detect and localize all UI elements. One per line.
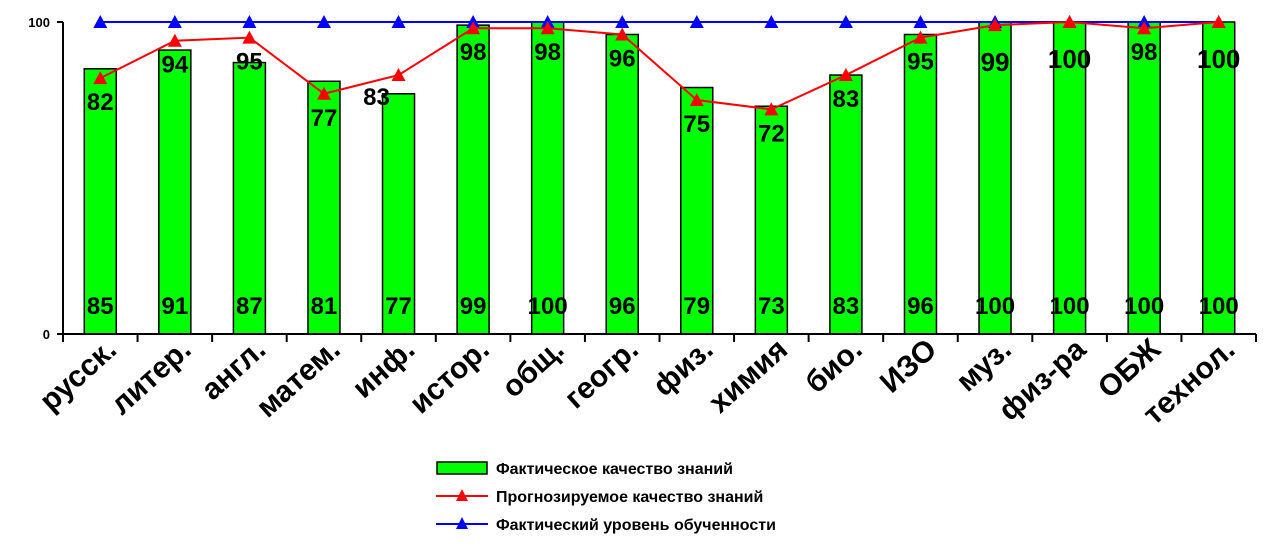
category-label: матем. bbox=[250, 333, 346, 424]
category-label: литер. bbox=[104, 333, 197, 421]
forecast-marker bbox=[540, 21, 555, 35]
bar bbox=[307, 80, 341, 335]
bars-layer bbox=[83, 21, 1236, 335]
level-marker bbox=[391, 15, 406, 28]
forecast-value-label: 83 bbox=[833, 86, 860, 113]
forecast-value-label: 83 bbox=[363, 84, 390, 111]
forecast-value-label: 98 bbox=[1131, 39, 1158, 66]
forecast-value-label: 100 bbox=[1197, 44, 1240, 74]
forecast-marker bbox=[1211, 15, 1226, 28]
bar-value-label: 73 bbox=[758, 293, 785, 320]
bar-value-label: 81 bbox=[311, 293, 338, 320]
forecast-marker bbox=[689, 93, 704, 106]
bar bbox=[1201, 21, 1236, 335]
y-tick-label-bottom: 0 bbox=[43, 327, 50, 342]
level-marker bbox=[913, 15, 928, 28]
forecast-marker bbox=[93, 71, 108, 85]
forecast-marker bbox=[1062, 15, 1077, 28]
bar-value-label: 77 bbox=[385, 293, 412, 320]
bar bbox=[83, 68, 118, 335]
bar bbox=[754, 105, 789, 335]
legend-swatch-bar bbox=[436, 461, 488, 475]
level-marker bbox=[242, 15, 257, 28]
bar bbox=[456, 24, 490, 335]
category-label: русск. bbox=[34, 333, 123, 418]
level-marker bbox=[764, 15, 779, 28]
forecast-marker bbox=[615, 27, 630, 41]
forecast-marker bbox=[466, 21, 481, 35]
bar bbox=[605, 33, 639, 335]
bar-value-label: 96 bbox=[609, 293, 636, 320]
bar bbox=[158, 49, 192, 335]
bar bbox=[1127, 21, 1161, 335]
forecast-value-label: 77 bbox=[311, 105, 338, 132]
bar-value-label: 79 bbox=[683, 293, 710, 320]
forecast-value-label: 82 bbox=[87, 89, 114, 116]
forecast-marker bbox=[988, 18, 1003, 32]
forecast-value-label: 98 bbox=[534, 39, 561, 66]
forecast-value-label: 98 bbox=[460, 39, 487, 66]
forecast-marker bbox=[316, 86, 331, 100]
forecast-value-label: 72 bbox=[758, 120, 785, 147]
bar-value-label: 87 bbox=[236, 293, 263, 320]
labels-layer: 85 91 87 81 77 99 100 96 79 73 83 96 100 100 100 100 82 9… bbox=[87, 39, 1240, 320]
bar bbox=[829, 74, 863, 335]
forecast-marker bbox=[913, 30, 928, 44]
forecast-marker bbox=[1137, 21, 1152, 35]
category-label: истор. bbox=[404, 333, 496, 421]
level-marker bbox=[316, 15, 331, 28]
forecast-value-label: 100 bbox=[1048, 44, 1091, 74]
legend: Фактическое качество знаний Прогнозируем… bbox=[436, 461, 776, 534]
bar-value-label: 100 bbox=[1199, 293, 1239, 320]
legend-label-bar: Фактическое качество знаний bbox=[496, 461, 733, 478]
forecast-marker bbox=[391, 68, 406, 82]
bar bbox=[903, 33, 938, 335]
category-label: геогр. bbox=[558, 333, 644, 416]
lines-layer bbox=[93, 15, 1226, 116]
legend-label-forecast: Прогнозируемое качество знаний bbox=[496, 489, 763, 506]
bar-value-label: 96 bbox=[907, 293, 934, 320]
bar-value-label: 85 bbox=[87, 293, 114, 320]
category-label: химия bbox=[703, 333, 794, 420]
forecast-value-label: 99 bbox=[981, 47, 1010, 77]
level-marker bbox=[838, 15, 853, 28]
bar-value-label: 83 bbox=[833, 293, 860, 320]
level-marker bbox=[167, 15, 182, 28]
bar-value-label: 100 bbox=[528, 293, 568, 320]
category-label: ИЗО bbox=[874, 333, 943, 400]
forecast-value-label: 75 bbox=[683, 111, 710, 138]
level-marker bbox=[689, 15, 704, 28]
bar-value-label: 99 bbox=[460, 293, 487, 320]
bar bbox=[530, 21, 565, 335]
category-label: био. bbox=[799, 333, 868, 400]
bar-value-label: 100 bbox=[1124, 293, 1164, 320]
legend-swatch-forecast-marker bbox=[456, 489, 468, 501]
bar-value-label: 100 bbox=[1050, 293, 1090, 320]
forecast-marker bbox=[242, 30, 257, 44]
forecast-marker bbox=[167, 33, 182, 47]
axes-layer: 100 0 bbox=[28, 15, 1257, 342]
forecast-value-label: 95 bbox=[236, 49, 263, 76]
forecast-line bbox=[99, 20, 1219, 111]
category-labels: русск.литер.англ.матем. инф.истор. общ.гео… bbox=[34, 332, 1242, 431]
bar-value-label: 91 bbox=[161, 293, 188, 320]
bar-value-label: 100 bbox=[975, 293, 1015, 320]
forecast-marker bbox=[838, 68, 853, 82]
category-label: общ. bbox=[496, 333, 570, 405]
forecast-value-label: 96 bbox=[609, 45, 636, 72]
y-tick-label-top: 100 bbox=[28, 15, 50, 30]
legend-label-level: Фактический уровень обученности bbox=[496, 517, 776, 534]
level-marker bbox=[93, 15, 108, 28]
level-marker bbox=[615, 15, 630, 28]
legend-swatch-level-marker bbox=[456, 517, 468, 529]
forecast-value-label: 95 bbox=[907, 49, 934, 76]
forecast-marker bbox=[764, 102, 779, 116]
forecast-value-label: 94 bbox=[161, 52, 188, 79]
